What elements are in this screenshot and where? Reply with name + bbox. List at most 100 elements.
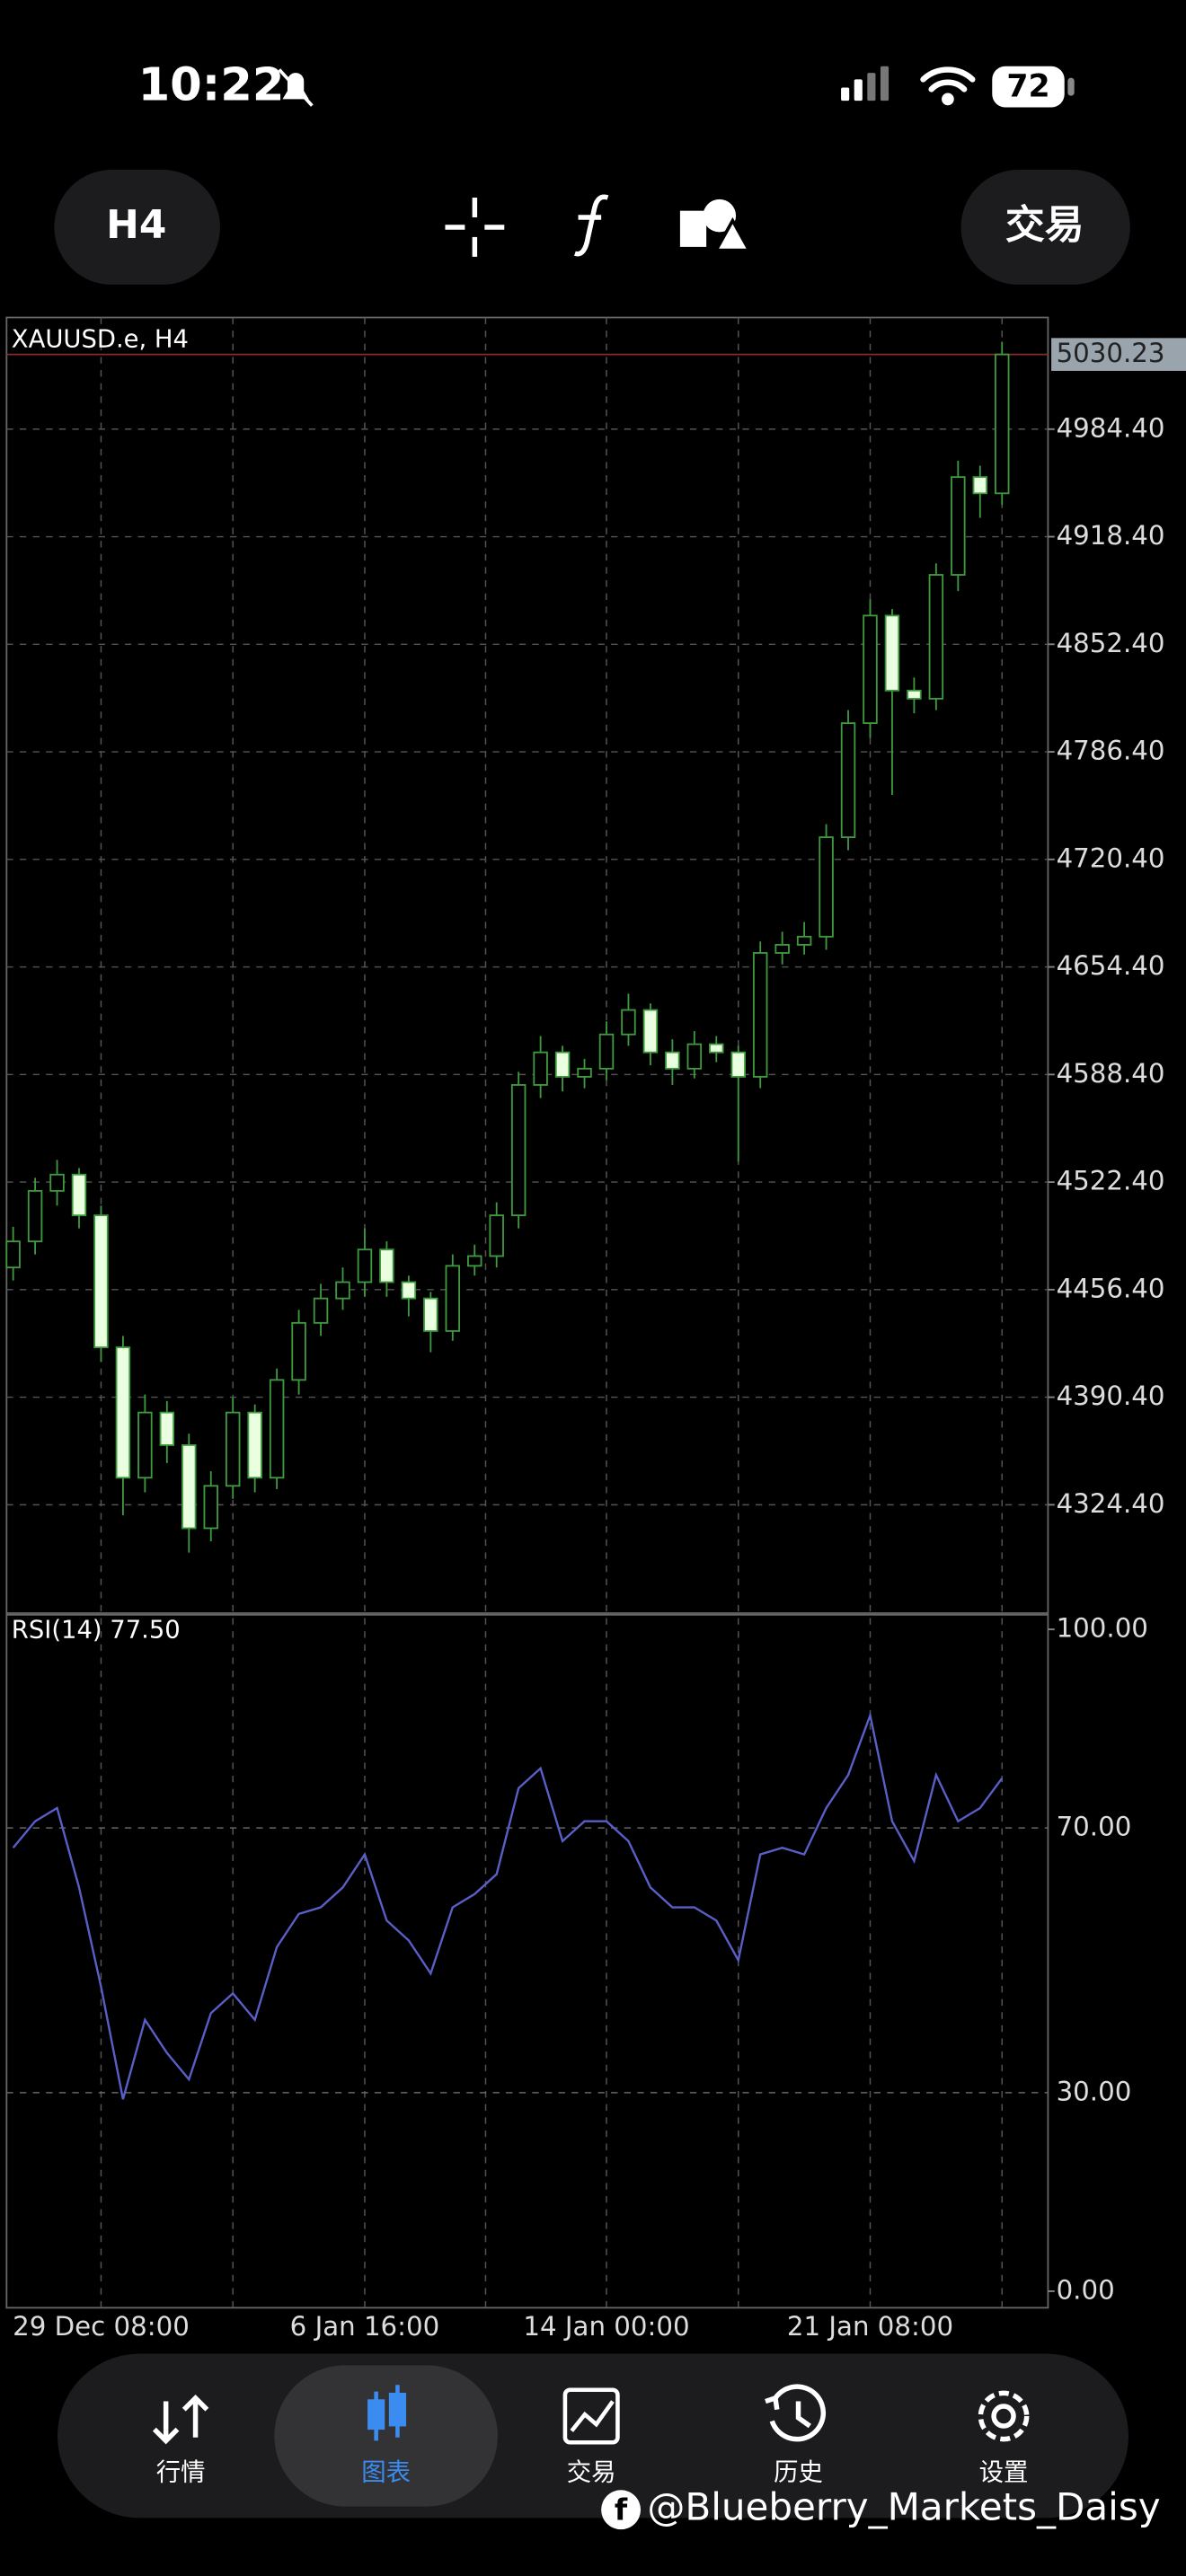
candle-body <box>27 1189 43 1243</box>
bid-label-box <box>1051 338 1186 371</box>
candle-body <box>665 1051 680 1070</box>
candle-body <box>510 1084 527 1216</box>
candle-body <box>730 1051 746 1078</box>
candle-body <box>247 1411 262 1479</box>
timeframe-button[interactable] <box>54 169 220 285</box>
candle-body <box>115 1346 131 1479</box>
mute-icon <box>278 68 314 107</box>
y-tick-label: 4324.40 <box>1057 1488 1165 1519</box>
y-tick-label: 4786.40 <box>1057 736 1165 766</box>
svg-text:f: f <box>615 2492 628 2527</box>
y-tick-label: 4852.40 <box>1057 628 1165 658</box>
rsi-line <box>12 1711 1004 2100</box>
candle-body <box>357 1248 373 1284</box>
candle-body <box>401 1281 417 1300</box>
trade-button[interactable] <box>960 169 1130 285</box>
objects-button[interactable] <box>679 198 752 252</box>
battery-icon <box>992 66 1065 108</box>
candle-body <box>819 836 834 938</box>
nav-label[interactable]: 图表 <box>361 2459 411 2487</box>
x-tick-label: 21 Jan 08:00 <box>787 2311 953 2342</box>
candle-body <box>313 1297 329 1324</box>
nav-label[interactable]: 交易 <box>567 2459 616 2487</box>
candle-body <box>225 1411 241 1487</box>
candle-body <box>159 1411 175 1446</box>
active-tab <box>274 2365 498 2507</box>
bid-label: 5030.23 <box>1057 338 1165 368</box>
indicators-button[interactable] <box>574 194 609 257</box>
candle-body <box>554 1051 571 1078</box>
candle-body <box>49 1173 65 1192</box>
candle-body <box>995 353 1010 495</box>
candle-body <box>445 1265 461 1332</box>
candle-body <box>642 1009 659 1054</box>
battery-tip <box>1067 77 1075 96</box>
candle-body <box>907 689 922 700</box>
candle-body <box>93 1214 109 1348</box>
candle-body <box>181 1444 197 1530</box>
candle-body <box>203 1485 218 1530</box>
y-tick-label: 4918.40 <box>1057 520 1165 551</box>
trade-icon[interactable] <box>562 2387 620 2445</box>
rsi-title: RSI(14) 77.50 <box>12 1617 181 1645</box>
crosshair-button[interactable] <box>445 198 505 257</box>
timeframe-label: H4 <box>106 202 166 248</box>
candle-body <box>467 1255 482 1267</box>
candle-body <box>489 1214 504 1257</box>
candle-body <box>928 574 944 700</box>
watermark-logo: f <box>601 2490 642 2530</box>
signal-icon <box>841 66 890 101</box>
candle-body <box>840 722 856 839</box>
settings-icon[interactable] <box>978 2390 1030 2442</box>
nav-label[interactable]: 历史 <box>774 2459 823 2487</box>
rsi-tick-label: 30.00 <box>1057 2076 1132 2106</box>
candle-body <box>884 614 900 692</box>
candle-body <box>863 614 878 725</box>
candle-body <box>291 1321 306 1381</box>
candle-body <box>709 1043 724 1054</box>
candle-body <box>335 1281 350 1300</box>
wifi-icon <box>920 66 976 106</box>
y-tick-label: 4588.40 <box>1057 1058 1165 1089</box>
y-tick-label: 4654.40 <box>1057 950 1165 981</box>
candle-body <box>686 1043 703 1070</box>
history-icon[interactable] <box>765 2384 827 2442</box>
y-tick-label: 4390.40 <box>1057 1381 1165 1411</box>
candle-body <box>796 935 812 946</box>
x-tick-label: 14 Jan 00:00 <box>523 2311 689 2342</box>
y-tick-label: 4522.40 <box>1057 1166 1165 1196</box>
x-tick-label: 6 Jan 16:00 <box>290 2311 440 2342</box>
candle-body <box>752 952 768 1078</box>
candle-body <box>269 1379 285 1479</box>
rsi-tick-label: 100.00 <box>1057 1613 1148 1644</box>
rsi-tick-label: 0.00 <box>1057 2274 1115 2305</box>
x-tick-label: 29 Dec 08:00 <box>13 2311 190 2342</box>
candle-body <box>379 1248 394 1284</box>
candle-body <box>137 1411 153 1479</box>
candle-body <box>951 476 966 576</box>
candle-body <box>577 1067 592 1078</box>
candle-body <box>621 1009 636 1036</box>
y-tick-label: 4720.40 <box>1057 842 1165 873</box>
candle-body <box>774 943 790 954</box>
trade-button-label: 交易 <box>1005 202 1084 248</box>
nav-label[interactable]: 行情 <box>156 2459 206 2487</box>
battery-level: 72 <box>1006 69 1049 105</box>
candle-body <box>423 1297 438 1332</box>
y-tick-label: 4456.40 <box>1057 1273 1165 1303</box>
watermark: @Blueberry_Markets_Daisy <box>647 2485 1160 2529</box>
candle-body <box>598 1033 615 1070</box>
quotes-icon[interactable] <box>152 2395 209 2445</box>
chart-icon[interactable] <box>367 2385 407 2441</box>
chart-title: XAUUSD.e, H4 <box>12 326 189 354</box>
candle-body <box>972 476 988 495</box>
candle-body <box>71 1173 87 1216</box>
candle-body <box>533 1051 548 1086</box>
nav-label[interactable]: 设置 <box>979 2459 1029 2487</box>
price-panel <box>5 316 1049 1614</box>
status-time: 10:22 <box>138 58 285 112</box>
rsi-tick-label: 70.00 <box>1057 1812 1132 1842</box>
y-tick-label: 4984.40 <box>1057 412 1165 443</box>
